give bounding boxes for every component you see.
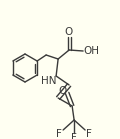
- Text: F: F: [86, 129, 92, 139]
- Text: F: F: [56, 129, 62, 139]
- Text: O: O: [64, 27, 72, 37]
- Text: O: O: [58, 86, 66, 96]
- Text: HN: HN: [41, 76, 57, 86]
- Text: F: F: [71, 133, 77, 139]
- Text: OH: OH: [83, 46, 99, 56]
